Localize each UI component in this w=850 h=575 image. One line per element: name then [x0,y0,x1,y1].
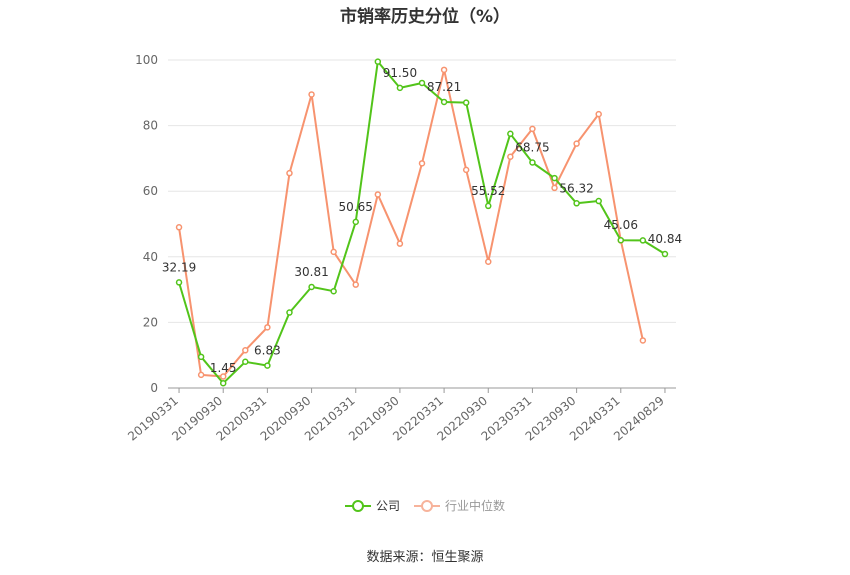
data-label: 6.83 [254,344,281,358]
y-tick-label: 0 [150,381,158,395]
data-point-company [286,309,293,316]
legend-item-company[interactable]: 公司 [344,497,400,514]
data-label: 56.32 [559,181,593,195]
data-point-industry [374,191,382,198]
data-point-industry [639,337,647,344]
data-point-company [573,200,580,207]
data-point-company [617,236,625,244]
data-point-industry [308,91,315,98]
legend-swatch-industry [414,498,440,514]
data-point-industry [507,153,514,161]
y-tick-label: 20 [143,315,158,329]
legend-label-company: 公司 [375,499,400,513]
data-point-industry [175,224,183,231]
data-point-industry [529,125,536,133]
data-point-company [175,279,183,286]
data-point-industry [595,110,602,118]
data-point-industry [573,140,580,147]
data-point-company [264,362,271,369]
data-point-company [308,283,315,291]
data-point-industry [418,160,426,167]
data-point-company [507,130,514,138]
data-point-company [396,84,404,92]
series-line-industry [178,68,644,378]
data-label: 55.52 [471,184,505,198]
data-point-company [418,79,426,87]
data-point-company [330,287,337,295]
data-point-industry [219,373,227,380]
axes: 0204060801002019033120190930202003312020… [125,53,676,444]
data-label: 30.81 [294,265,328,279]
data-label: 68.75 [515,141,549,155]
data-label: 91.50 [383,66,417,80]
data-point-company [197,353,205,361]
legend: 公司 行业中位数 [0,497,850,514]
data-point-industry [286,169,293,177]
data-point-company [352,218,359,226]
data-point-company [595,197,602,205]
data-label: 50.65 [339,200,373,214]
data-point-company [661,250,669,258]
data-label: 32.19 [162,260,196,274]
data-point-company [462,99,470,106]
data-source: 数据来源：恒生聚源 [366,550,484,565]
data-point-company [529,159,536,166]
data-point-industry [264,324,271,331]
data-point-industry [396,240,404,247]
series-line-company [178,60,666,385]
data-point-company [440,98,448,106]
data-point-industry [352,281,359,288]
data-label: 40.84 [648,232,682,246]
data-point-company [242,358,249,366]
y-tick-label: 60 [143,184,158,198]
grid-lines [168,59,676,323]
legend-swatch-company [344,498,371,514]
data-labels: 32.19 1.45 6.83 30.81 50.65 91.50 87.21 55.52 68… [162,66,682,375]
data-point-company [485,202,492,210]
y-tick-label: 100 [135,53,158,67]
data-point-company [551,174,558,182]
data-label: 87.21 [427,80,461,94]
data-point-company [639,237,647,244]
y-tick-label: 80 [143,119,158,133]
data-point-industry [242,347,249,354]
data-point-industry [197,371,205,379]
data-label: 1.45 [210,361,237,375]
data-label: 45.06 [604,218,638,232]
data-point-industry [462,166,470,174]
series-lines [175,58,669,387]
data-point-industry [330,248,337,256]
y-tick-label: 40 [143,250,158,264]
data-point-industry [440,66,448,74]
legend-label-industry: 行业中位数 [445,499,506,513]
data-point-industry [485,258,492,265]
data-point-company [219,379,227,387]
data-point-company [374,58,382,65]
legend-item-industry[interactable]: 行业中位数 [414,497,505,514]
chart-title: 市销率历史分位（%） [339,7,511,27]
data-point-industry [551,184,558,192]
